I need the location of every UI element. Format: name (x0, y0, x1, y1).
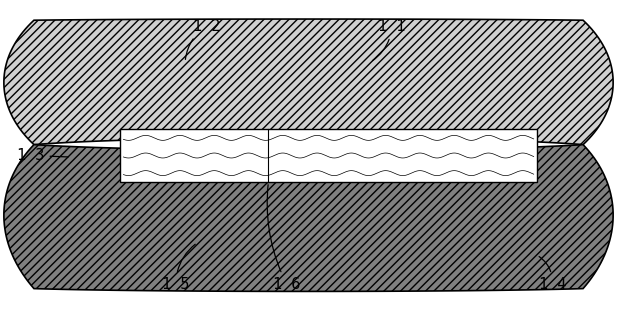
Polygon shape (4, 19, 613, 145)
Text: 1 6: 1 6 (267, 185, 300, 292)
Text: 1 5: 1 5 (162, 244, 195, 292)
Text: 1 2: 1 2 (185, 19, 220, 59)
Text: 1 1: 1 1 (373, 19, 405, 61)
Bar (120, 129, 537, 182)
Polygon shape (4, 145, 613, 291)
Text: 1 4: 1 4 (539, 257, 566, 292)
Text: 1 3: 1 3 (17, 148, 68, 163)
